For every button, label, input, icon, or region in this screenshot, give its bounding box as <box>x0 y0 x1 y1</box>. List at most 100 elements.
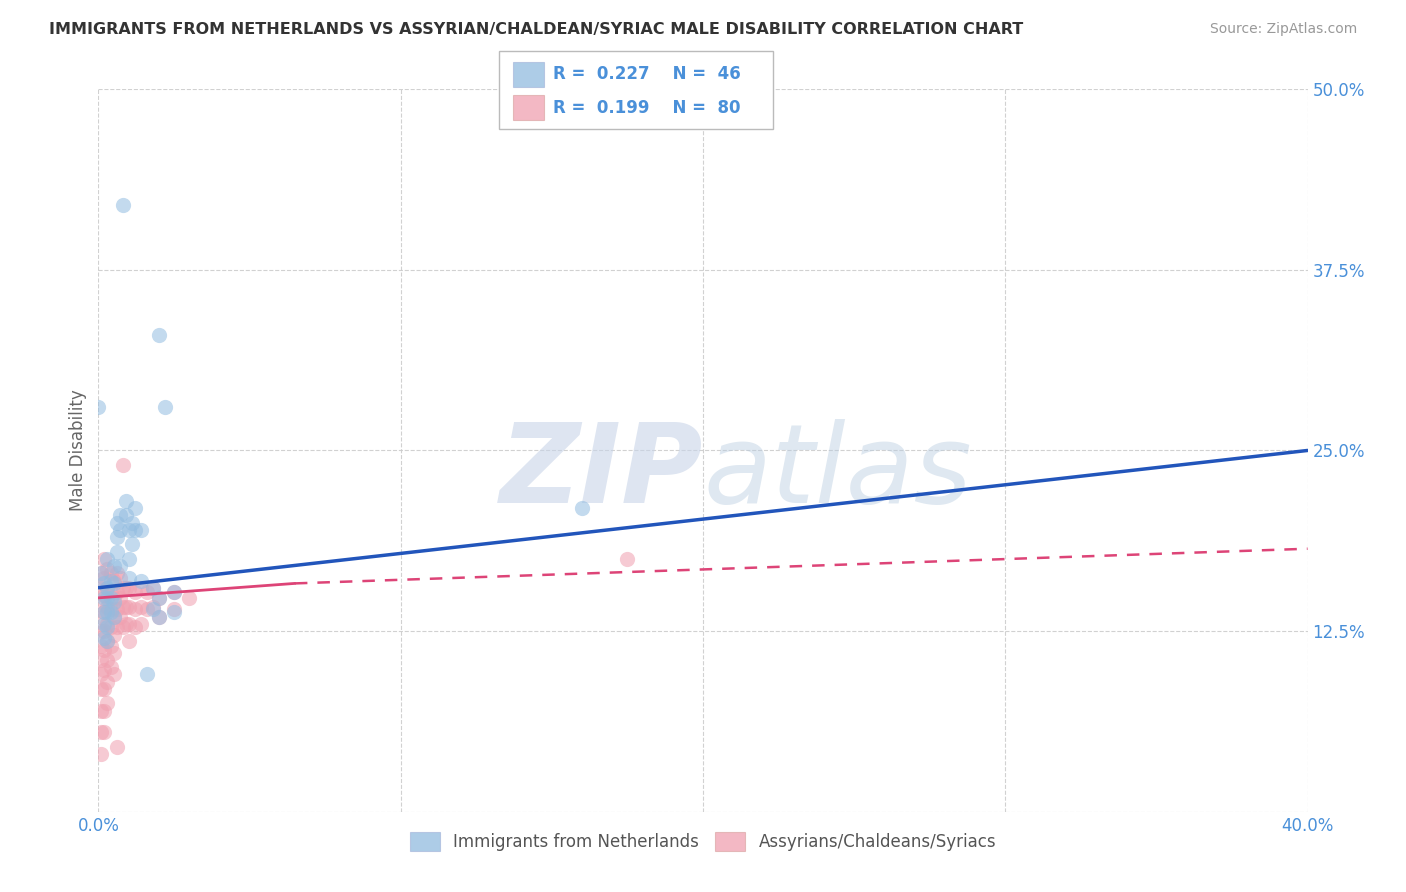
Point <box>93 725 115 739</box>
Point <box>105 602 128 616</box>
Point <box>118 523 141 537</box>
Text: R =  0.227    N =  46: R = 0.227 N = 46 <box>553 65 741 83</box>
Point <box>142 599 165 614</box>
Point <box>114 581 136 595</box>
Point <box>114 494 136 508</box>
Point <box>121 516 143 530</box>
Point <box>103 609 125 624</box>
Point <box>96 581 118 595</box>
Point <box>111 620 134 634</box>
Point <box>148 591 170 605</box>
Point <box>93 571 115 585</box>
Point <box>93 576 115 591</box>
Point <box>103 595 125 609</box>
Point <box>103 591 125 605</box>
Text: IMMIGRANTS FROM NETHERLANDS VS ASSYRIAN/CHALDEAN/SYRIAC MALE DISABILITY CORRELAT: IMMIGRANTS FROM NETHERLANDS VS ASSYRIAN/… <box>49 22 1024 37</box>
Point <box>153 400 176 414</box>
Point <box>114 508 136 523</box>
Point <box>124 523 146 537</box>
Point <box>142 581 165 595</box>
Point <box>105 739 128 754</box>
Point <box>148 327 170 342</box>
Text: Source: ZipAtlas.com: Source: ZipAtlas.com <box>1209 22 1357 37</box>
Point <box>96 599 118 614</box>
Point <box>103 646 125 660</box>
Point <box>108 591 131 605</box>
Point <box>93 643 115 657</box>
Point <box>108 571 131 585</box>
Point <box>129 599 152 614</box>
Point <box>111 599 134 614</box>
Point <box>129 616 152 631</box>
Point <box>93 551 115 566</box>
Point <box>96 620 118 634</box>
Point <box>100 566 122 581</box>
Point <box>90 566 112 581</box>
Point <box>103 628 125 642</box>
Point <box>93 681 115 696</box>
Point <box>90 704 112 718</box>
Point <box>129 523 152 537</box>
Point <box>96 562 118 576</box>
Point <box>108 508 131 523</box>
Y-axis label: Male Disability: Male Disability <box>69 390 87 511</box>
Point <box>616 551 638 566</box>
Point <box>179 591 201 605</box>
Point <box>96 591 118 605</box>
Point <box>163 585 186 599</box>
Point <box>124 585 146 599</box>
Point <box>100 585 122 599</box>
Point <box>571 501 593 516</box>
Point <box>105 620 128 634</box>
Point <box>118 551 141 566</box>
Point <box>111 198 134 212</box>
Point <box>108 559 131 574</box>
Point <box>96 616 118 631</box>
Point <box>100 591 122 605</box>
Point <box>111 458 134 472</box>
Point <box>90 566 112 581</box>
Point <box>148 609 170 624</box>
Point <box>96 634 118 648</box>
Point <box>90 595 112 609</box>
Point <box>90 681 112 696</box>
Point <box>105 530 128 544</box>
Point <box>163 585 186 599</box>
Point <box>118 616 141 631</box>
Point <box>135 585 157 599</box>
Point <box>105 516 128 530</box>
Point <box>90 624 112 639</box>
Point <box>118 581 141 595</box>
Point <box>148 591 170 605</box>
Point <box>93 605 115 619</box>
Point <box>105 585 128 599</box>
Point <box>135 602 157 616</box>
Point <box>96 653 118 667</box>
Point <box>103 609 125 624</box>
Point <box>105 566 128 581</box>
Point <box>142 602 165 616</box>
Point <box>90 747 112 761</box>
Text: ZIP: ZIP <box>499 418 703 525</box>
Point <box>129 581 152 595</box>
Point <box>108 609 131 624</box>
Point <box>93 588 115 602</box>
Point <box>129 574 152 588</box>
Point <box>103 667 125 681</box>
Point <box>163 602 186 616</box>
Point <box>93 591 115 605</box>
Point <box>93 632 115 646</box>
Point <box>118 634 141 648</box>
Point <box>93 605 115 619</box>
Point <box>103 559 125 574</box>
Point <box>100 639 122 653</box>
Point <box>96 634 118 648</box>
Point <box>93 704 115 718</box>
Point <box>124 602 146 616</box>
Point <box>142 581 165 595</box>
Point <box>100 602 122 616</box>
Point <box>96 696 118 710</box>
Point <box>114 616 136 631</box>
Point <box>90 639 112 653</box>
Point <box>96 674 118 689</box>
